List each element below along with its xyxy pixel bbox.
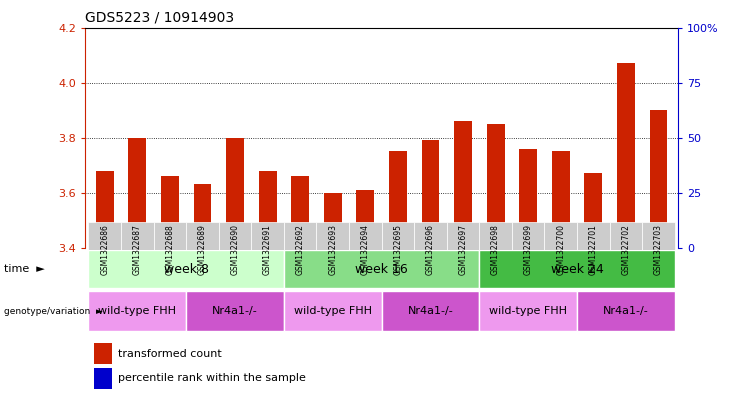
- Bar: [382, 291, 479, 331]
- Bar: [153, 222, 186, 250]
- Text: GSM1322701: GSM1322701: [589, 224, 598, 275]
- Text: GDS5223 / 10914903: GDS5223 / 10914903: [85, 11, 234, 25]
- Text: week 8: week 8: [164, 263, 209, 276]
- Bar: [193, 184, 211, 248]
- Text: genotype/variation  ►: genotype/variation ►: [4, 307, 102, 316]
- Bar: [291, 176, 309, 248]
- Text: GSM1322694: GSM1322694: [361, 224, 370, 275]
- Bar: [577, 291, 675, 331]
- Bar: [577, 222, 610, 250]
- Bar: [447, 222, 479, 250]
- Text: transformed count: transformed count: [118, 349, 222, 359]
- Text: GSM1322691: GSM1322691: [263, 224, 272, 275]
- Bar: [226, 138, 244, 248]
- Text: GSM1322693: GSM1322693: [328, 224, 337, 275]
- Bar: [422, 140, 439, 248]
- Bar: [88, 222, 121, 250]
- Bar: [356, 190, 374, 248]
- Text: GSM1322698: GSM1322698: [491, 224, 500, 275]
- Bar: [552, 247, 570, 248]
- Bar: [186, 291, 284, 331]
- Text: GSM1322688: GSM1322688: [165, 224, 174, 275]
- Bar: [186, 222, 219, 250]
- Bar: [389, 151, 407, 248]
- Bar: [94, 368, 112, 389]
- Bar: [545, 222, 577, 250]
- Bar: [479, 291, 577, 331]
- Text: GSM1322690: GSM1322690: [230, 224, 239, 275]
- Bar: [226, 247, 244, 248]
- Text: week 24: week 24: [551, 263, 603, 276]
- Text: GSM1322687: GSM1322687: [133, 224, 142, 275]
- Bar: [479, 250, 675, 288]
- Text: week 16: week 16: [355, 263, 408, 276]
- Text: Nr4a1-/-: Nr4a1-/-: [408, 306, 453, 316]
- Text: GSM1322703: GSM1322703: [654, 224, 663, 275]
- Bar: [128, 247, 146, 248]
- Bar: [487, 124, 505, 248]
- Bar: [617, 247, 635, 248]
- Bar: [454, 121, 472, 248]
- Text: Nr4a1-/-: Nr4a1-/-: [212, 306, 258, 316]
- Bar: [519, 149, 537, 248]
- Bar: [382, 222, 414, 250]
- Text: GSM1322699: GSM1322699: [524, 224, 533, 275]
- Bar: [617, 63, 635, 248]
- Bar: [88, 250, 284, 288]
- Text: time  ►: time ►: [4, 264, 44, 274]
- Bar: [650, 110, 668, 248]
- Bar: [512, 222, 545, 250]
- Text: wild-type FHH: wild-type FHH: [293, 306, 372, 316]
- Text: GSM1322686: GSM1322686: [100, 224, 109, 275]
- Bar: [316, 222, 349, 250]
- Bar: [161, 247, 179, 248]
- Bar: [487, 247, 505, 248]
- Bar: [585, 173, 602, 248]
- Text: GSM1322697: GSM1322697: [459, 224, 468, 275]
- Bar: [219, 222, 251, 250]
- Text: wild-type FHH: wild-type FHH: [489, 306, 567, 316]
- Text: GSM1322689: GSM1322689: [198, 224, 207, 275]
- Bar: [519, 247, 537, 248]
- Text: percentile rank within the sample: percentile rank within the sample: [118, 373, 306, 383]
- Bar: [251, 222, 284, 250]
- Bar: [642, 222, 675, 250]
- Bar: [121, 222, 153, 250]
- Bar: [128, 138, 146, 248]
- Bar: [88, 291, 186, 331]
- Bar: [610, 222, 642, 250]
- Bar: [193, 247, 211, 248]
- Bar: [479, 222, 512, 250]
- Bar: [324, 193, 342, 248]
- Text: GSM1322700: GSM1322700: [556, 224, 565, 275]
- Text: GSM1322695: GSM1322695: [393, 224, 402, 275]
- Bar: [284, 291, 382, 331]
- Bar: [389, 247, 407, 248]
- Text: GSM1322692: GSM1322692: [296, 224, 305, 275]
- Bar: [96, 171, 113, 248]
- Bar: [349, 222, 382, 250]
- Bar: [284, 250, 479, 288]
- Bar: [259, 171, 276, 248]
- Text: GSM1322696: GSM1322696: [426, 224, 435, 275]
- Text: GSM1322702: GSM1322702: [622, 224, 631, 275]
- Bar: [454, 247, 472, 248]
- Bar: [284, 222, 316, 250]
- Bar: [552, 151, 570, 248]
- Bar: [94, 343, 112, 364]
- Text: Nr4a1-/-: Nr4a1-/-: [603, 306, 649, 316]
- Bar: [414, 222, 447, 250]
- Text: wild-type FHH: wild-type FHH: [99, 306, 176, 316]
- Bar: [161, 176, 179, 248]
- Bar: [422, 247, 439, 248]
